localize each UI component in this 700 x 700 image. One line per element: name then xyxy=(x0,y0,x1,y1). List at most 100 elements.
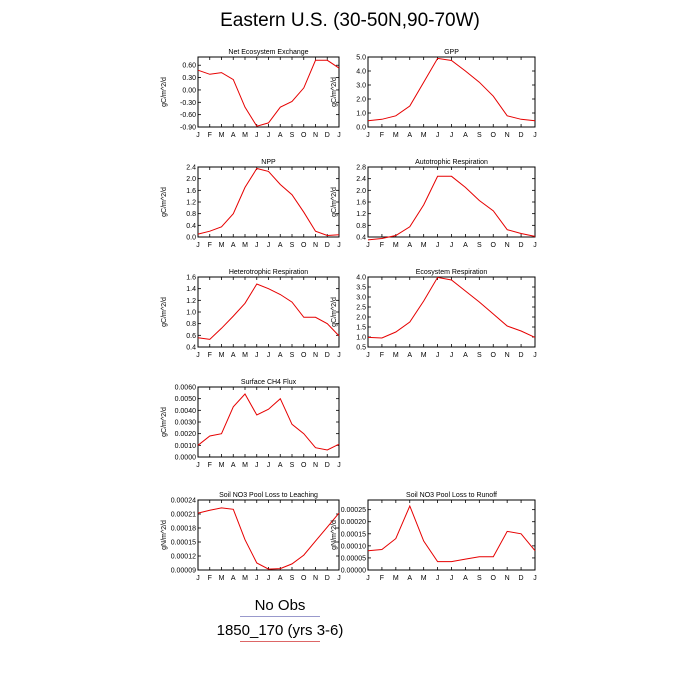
x-tick-label-gpp: M xyxy=(421,132,427,139)
x-tick-label-heterotrophic-respiration: M xyxy=(242,352,248,359)
y-tick-label-heterotrophic-respiration: 0.6 xyxy=(186,333,196,340)
y-axis-label-net-ecosystem-exchange: gC/m^2/d xyxy=(161,77,168,107)
y-tick-label-surface-ch4-flux: 0.0010 xyxy=(175,443,197,450)
y-tick-label-autotrophic-respiration: 1.2 xyxy=(356,211,366,218)
y-tick-label-gpp: 4.0 xyxy=(356,69,366,76)
x-tick-label-gpp: J xyxy=(366,132,370,139)
x-tick-label-autotrophic-respiration: M xyxy=(393,242,399,249)
y-tick-label-npp: 0.8 xyxy=(186,211,196,218)
x-tick-label-soil-no3-pool-loss-to-runoff: N xyxy=(505,575,510,582)
page-title: Eastern U.S. (30-50N,90-70W) xyxy=(220,10,480,31)
series-line-gpp xyxy=(367,57,536,122)
x-tick-label-gpp: N xyxy=(505,132,510,139)
y-tick-label-npp: 0.0 xyxy=(186,235,196,242)
x-tick-label-autotrophic-respiration: O xyxy=(491,242,497,249)
x-tick-label-gpp: D xyxy=(519,132,524,139)
x-tick-label-heterotrophic-respiration: F xyxy=(208,352,212,359)
x-tick-label-net-ecosystem-exchange: N xyxy=(313,132,318,139)
x-tick-label-surface-ch4-flux: A xyxy=(278,462,283,469)
y-axis-label-heterotrophic-respiration: gC/m^2/d xyxy=(161,297,168,327)
y-axis-label-gpp: gC/m^2/d xyxy=(331,77,338,107)
y-tick-label-ecosystem-respiration: 0.5 xyxy=(356,345,366,352)
panel-title-net-ecosystem-exchange: Net Ecosystem Exchange xyxy=(228,49,308,56)
legend-label-no-obs: No Obs xyxy=(254,597,306,614)
legend-line-model-run xyxy=(240,641,320,642)
y-tick-label-autotrophic-respiration: 2.0 xyxy=(356,188,366,195)
y-tick-label-autotrophic-respiration: 0.4 xyxy=(356,235,366,242)
x-tick-label-heterotrophic-respiration: J xyxy=(196,352,200,359)
x-tick-label-gpp: A xyxy=(463,132,468,139)
y-tick-label-net-ecosystem-exchange: -0.60 xyxy=(180,112,196,119)
x-tick-label-surface-ch4-flux: F xyxy=(208,462,212,469)
x-tick-label-npp: M xyxy=(219,242,225,249)
y-tick-label-autotrophic-respiration: 1.6 xyxy=(356,200,366,207)
y-tick-label-npp: 1.6 xyxy=(186,188,196,195)
x-tick-label-net-ecosystem-exchange: F xyxy=(208,132,212,139)
y-tick-label-surface-ch4-flux: 0.0020 xyxy=(175,431,197,438)
y-tick-label-surface-ch4-flux: 0.0040 xyxy=(175,408,197,415)
x-tick-label-ecosystem-respiration: J xyxy=(533,352,537,359)
x-tick-label-heterotrophic-respiration: A xyxy=(231,352,236,359)
panel-title-ecosystem-respiration: Ecosystem Respiration xyxy=(416,269,488,276)
series-line-autotrophic-respiration xyxy=(367,175,536,241)
x-tick-label-npp: J xyxy=(196,242,200,249)
panel-title-soil-no3-pool-loss-to-runoff: Soil NO3 Pool Loss to Runoff xyxy=(406,492,497,499)
series-line-heterotrophic-respiration xyxy=(197,283,340,340)
y-tick-label-heterotrophic-respiration: 0.4 xyxy=(186,345,196,352)
x-tick-label-ecosystem-respiration: J xyxy=(436,352,440,359)
x-tick-label-soil-no3-pool-loss-to-runoff: S xyxy=(477,575,482,582)
x-tick-label-gpp: S xyxy=(477,132,482,139)
y-tick-label-soil-no3-pool-loss-to-leaching: 0.00009 xyxy=(171,568,196,575)
x-tick-label-gpp: J xyxy=(450,132,454,139)
series-line-surface-ch4-flux xyxy=(197,393,340,451)
x-tick-label-surface-ch4-flux: A xyxy=(231,462,236,469)
x-tick-label-net-ecosystem-exchange: S xyxy=(290,132,295,139)
plot-frame-soil-no3-pool-loss-to-leaching xyxy=(197,499,340,571)
x-tick-label-ecosystem-respiration: M xyxy=(393,352,399,359)
x-tick-label-npp: O xyxy=(301,242,307,249)
x-tick-label-autotrophic-respiration: J xyxy=(366,242,370,249)
y-tick-label-autotrophic-respiration: 2.8 xyxy=(356,165,366,172)
x-tick-label-net-ecosystem-exchange: M xyxy=(242,132,248,139)
y-tick-label-net-ecosystem-exchange: 0.00 xyxy=(182,87,196,94)
panel-title-npp: NPP xyxy=(261,159,276,166)
x-tick-label-heterotrophic-respiration: O xyxy=(301,352,307,359)
x-tick-label-heterotrophic-respiration: J xyxy=(337,352,341,359)
x-tick-label-net-ecosystem-exchange: J xyxy=(196,132,200,139)
x-tick-label-soil-no3-pool-loss-to-leaching: F xyxy=(208,575,212,582)
x-tick-label-autotrophic-respiration: N xyxy=(505,242,510,249)
series-line-net-ecosystem-exchange xyxy=(197,59,340,127)
x-tick-label-heterotrophic-respiration: J xyxy=(267,352,271,359)
y-tick-label-soil-no3-pool-loss-to-runoff: 0.00015 xyxy=(341,531,366,538)
y-tick-label-npp: 1.2 xyxy=(186,200,196,207)
x-tick-label-soil-no3-pool-loss-to-leaching: A xyxy=(231,575,236,582)
x-tick-label-soil-no3-pool-loss-to-runoff: J xyxy=(450,575,454,582)
y-tick-label-npp: 2.4 xyxy=(186,165,196,172)
y-tick-label-autotrophic-respiration: 0.8 xyxy=(356,223,366,230)
x-tick-label-soil-no3-pool-loss-to-runoff: A xyxy=(463,575,468,582)
x-tick-label-gpp: M xyxy=(393,132,399,139)
x-tick-label-npp: M xyxy=(242,242,248,249)
x-tick-label-ecosystem-respiration: F xyxy=(380,352,384,359)
y-tick-label-gpp: 0.0 xyxy=(356,125,366,132)
x-tick-label-surface-ch4-flux: J xyxy=(196,462,200,469)
panel-title-soil-no3-pool-loss-to-leaching: Soil NO3 Pool Loss to Leaching xyxy=(219,492,318,499)
y-tick-label-soil-no3-pool-loss-to-runoff: 0.00025 xyxy=(341,507,366,514)
y-tick-label-heterotrophic-respiration: 0.8 xyxy=(186,321,196,328)
x-tick-label-autotrophic-respiration: A xyxy=(407,242,412,249)
x-tick-label-net-ecosystem-exchange: J xyxy=(255,132,259,139)
y-tick-label-heterotrophic-respiration: 1.6 xyxy=(186,275,196,282)
x-tick-label-npp: F xyxy=(208,242,212,249)
x-tick-label-net-ecosystem-exchange: J xyxy=(337,132,341,139)
x-tick-label-ecosystem-respiration: A xyxy=(407,352,412,359)
y-tick-label-ecosystem-respiration: 1.5 xyxy=(356,325,366,332)
y-axis-label-soil-no3-pool-loss-to-runoff: gN/m^2/d xyxy=(331,520,338,550)
y-tick-label-gpp: 1.0 xyxy=(356,111,366,118)
y-tick-label-soil-no3-pool-loss-to-leaching: 0.00021 xyxy=(171,512,196,519)
x-tick-label-npp: J xyxy=(337,242,341,249)
x-tick-label-soil-no3-pool-loss-to-runoff: J xyxy=(436,575,440,582)
plot-frame-heterotrophic-respiration xyxy=(197,276,340,348)
y-tick-label-surface-ch4-flux: 0.0050 xyxy=(175,396,197,403)
x-tick-label-surface-ch4-flux: S xyxy=(290,462,295,469)
x-tick-label-heterotrophic-respiration: J xyxy=(255,352,259,359)
